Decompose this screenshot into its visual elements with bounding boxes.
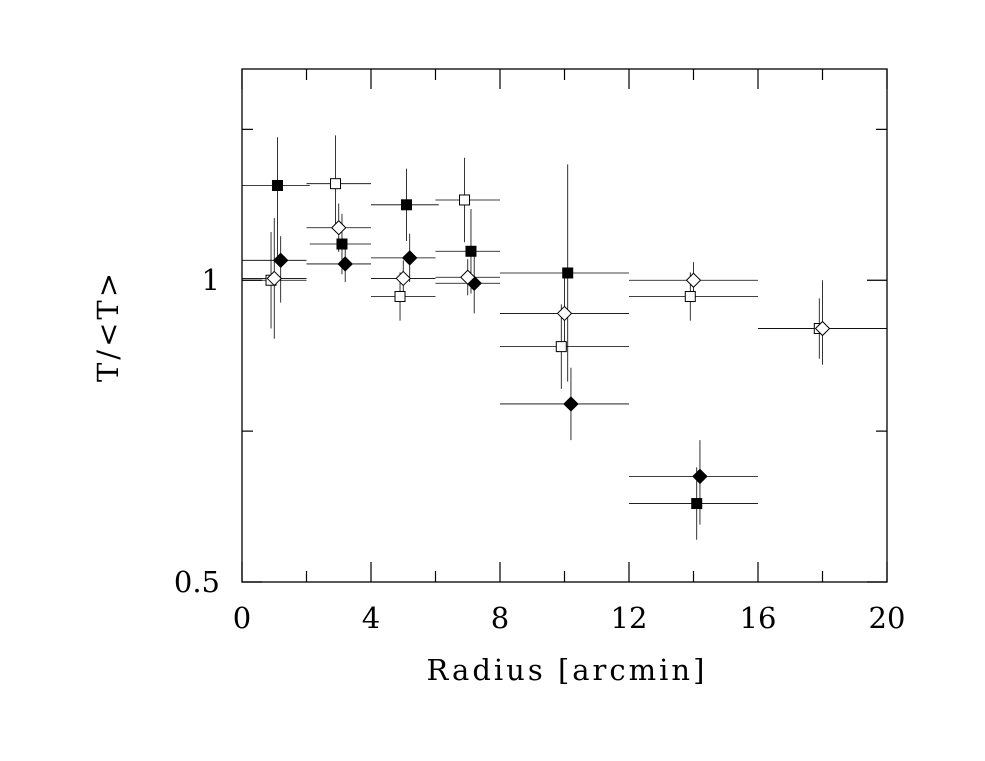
y-tick-label: 0.5 [174, 565, 220, 599]
open-diamond-marker [556, 305, 573, 322]
x-tick-label: 8 [491, 601, 509, 635]
filled-square-marker [400, 199, 412, 211]
x-tick-label: 12 [611, 601, 648, 635]
open-square-marker [555, 341, 567, 353]
open-square-marker [684, 291, 696, 303]
axis-ticks [241, 69, 888, 583]
open-diamond-marker [395, 270, 411, 287]
filled-diamond-marker [401, 250, 418, 266]
filled-diamond-marker [272, 252, 289, 269]
open-diamond-marker [814, 320, 831, 337]
open-square-marker [394, 291, 406, 303]
y-axis-title: T/<T> [91, 270, 125, 382]
y-tick-label: 1 [202, 263, 220, 297]
filled-diamond-marker [337, 256, 353, 272]
open-square-marker [459, 194, 471, 206]
filled-square-marker [691, 498, 703, 510]
x-tick-label: 20 [869, 601, 906, 635]
x-tick-label: 16 [740, 601, 777, 635]
open-diamond-marker [331, 220, 347, 236]
open-square-marker [330, 178, 342, 190]
open-diamond-marker [460, 269, 476, 285]
filled-diamond-marker [692, 468, 708, 485]
filled-square-marker [465, 245, 477, 257]
error-bars [242, 135, 887, 540]
x-tick-label: 0 [233, 601, 251, 635]
filled-diamond-marker [563, 396, 579, 412]
axis-tick-labels: 0 4 8 12 16 20 0.5 1 [174, 263, 906, 635]
open-diamond-marker [266, 270, 282, 287]
data-markers [265, 178, 831, 510]
open-diamond-marker [685, 272, 702, 288]
x-tick-label: 4 [362, 601, 380, 635]
filled-square-marker [336, 238, 348, 250]
filled-square-marker [271, 179, 283, 191]
x-axis-title: Radius [arcmin] [427, 653, 708, 687]
filled-square-marker [562, 267, 574, 279]
